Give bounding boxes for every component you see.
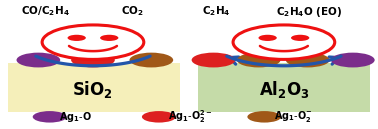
- Text: $\mathbf{Ag_1\text{-}O_2^{-}}$: $\mathbf{Ag_1\text{-}O_2^{-}}$: [274, 109, 312, 124]
- Circle shape: [259, 35, 277, 41]
- Circle shape: [237, 53, 280, 67]
- Circle shape: [17, 53, 60, 67]
- Text: $\mathbf{Ag_1\text{-}O_2^{2-}}$: $\mathbf{Ag_1\text{-}O_2^{2-}}$: [168, 108, 213, 125]
- Circle shape: [71, 53, 115, 67]
- Circle shape: [233, 25, 335, 59]
- Text: $\mathbf{C_2H_4O\ (EO)}$: $\mathbf{C_2H_4O\ (EO)}$: [276, 5, 342, 19]
- Circle shape: [130, 53, 173, 67]
- Circle shape: [33, 111, 67, 123]
- Circle shape: [247, 111, 281, 123]
- Circle shape: [286, 53, 330, 67]
- FancyBboxPatch shape: [8, 63, 180, 112]
- Circle shape: [291, 35, 309, 41]
- Circle shape: [100, 35, 118, 41]
- Text: $\mathbf{CO/C_2H_4}$: $\mathbf{CO/C_2H_4}$: [22, 5, 70, 18]
- Circle shape: [192, 53, 235, 67]
- Text: $\mathbf{Al_2O_3}$: $\mathbf{Al_2O_3}$: [259, 79, 309, 100]
- Circle shape: [42, 25, 144, 59]
- Text: $\mathbf{SiO_2}$: $\mathbf{SiO_2}$: [73, 79, 113, 100]
- FancyBboxPatch shape: [198, 63, 370, 112]
- Circle shape: [331, 53, 375, 67]
- Text: $\mathbf{Ag_1\text{-}O}$: $\mathbf{Ag_1\text{-}O}$: [59, 110, 92, 124]
- Text: $\mathbf{C_2H_4}$: $\mathbf{C_2H_4}$: [202, 5, 231, 18]
- Text: $\mathbf{CO_2}$: $\mathbf{CO_2}$: [121, 5, 144, 18]
- Circle shape: [142, 111, 176, 123]
- Circle shape: [68, 35, 86, 41]
